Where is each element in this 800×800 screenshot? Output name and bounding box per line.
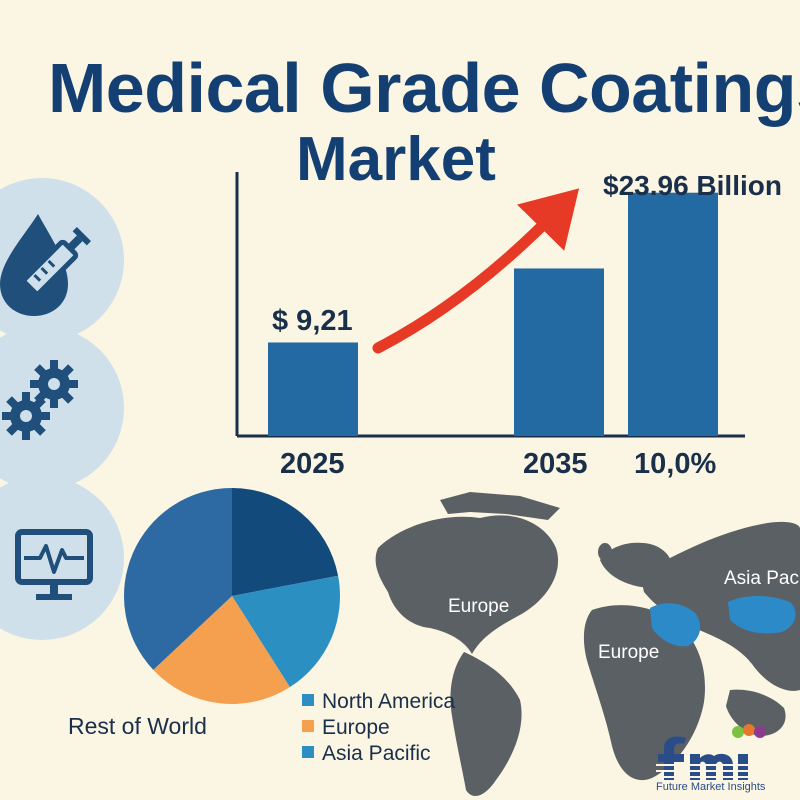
logo-tagline: Future Market Insights xyxy=(656,781,766,793)
bar-2025 xyxy=(268,342,358,436)
legend-item-north-america: North America xyxy=(302,690,455,714)
legend-label: Asia Pacific xyxy=(322,742,431,765)
x-tick-2035: 2035 xyxy=(523,448,588,480)
map-highlight-regions xyxy=(650,596,796,647)
trend-arrow xyxy=(372,188,580,354)
legend-swatch xyxy=(302,694,314,707)
title-line-1: Medical Grade Coatings xyxy=(48,49,800,127)
value-label-2025: $ 9,21 xyxy=(272,305,353,337)
bar-2035 xyxy=(628,192,718,436)
map-label-europe-2: Europe xyxy=(598,642,659,663)
title-line-2: Market xyxy=(296,125,496,194)
value-label-2035: $23.96 Billion xyxy=(603,170,782,201)
heart-monitor-icon xyxy=(15,529,93,600)
legend-swatch xyxy=(302,746,314,759)
legend-item-europe: Europe xyxy=(302,716,390,740)
legend-label: North America xyxy=(322,690,456,713)
legend-label: Europe xyxy=(322,716,390,739)
pie-slice-2 xyxy=(232,575,341,688)
legend-item-asia-pacific: Asia Pacific xyxy=(302,742,431,766)
fmi-logo xyxy=(656,724,784,780)
legend-swatch xyxy=(302,720,314,733)
icon-circle-2 xyxy=(0,326,124,490)
map-landmasses xyxy=(375,492,800,796)
gears-icon xyxy=(2,360,78,440)
map-label-europe-1: Europe xyxy=(448,596,509,617)
syringe-drop-icon xyxy=(0,214,92,316)
x-tick-2025: 2025 xyxy=(280,448,345,480)
pie-annotation-rest-of-world: Rest of World xyxy=(68,713,207,739)
pie-slices xyxy=(123,488,341,704)
map-label-asia-pacific: Asia Paci xyxy=(724,568,800,589)
icon-circle-1 xyxy=(0,178,124,342)
pie-slice-3 xyxy=(153,596,290,704)
logo-wordmark xyxy=(656,736,784,780)
logo-dots xyxy=(732,724,766,738)
bar-intermediate xyxy=(514,268,604,436)
icon-circle-3 xyxy=(0,476,124,640)
pie-slice-4 xyxy=(123,488,232,670)
cagr-label: 10,0% xyxy=(634,448,716,480)
pie-slice-1 xyxy=(232,488,339,596)
